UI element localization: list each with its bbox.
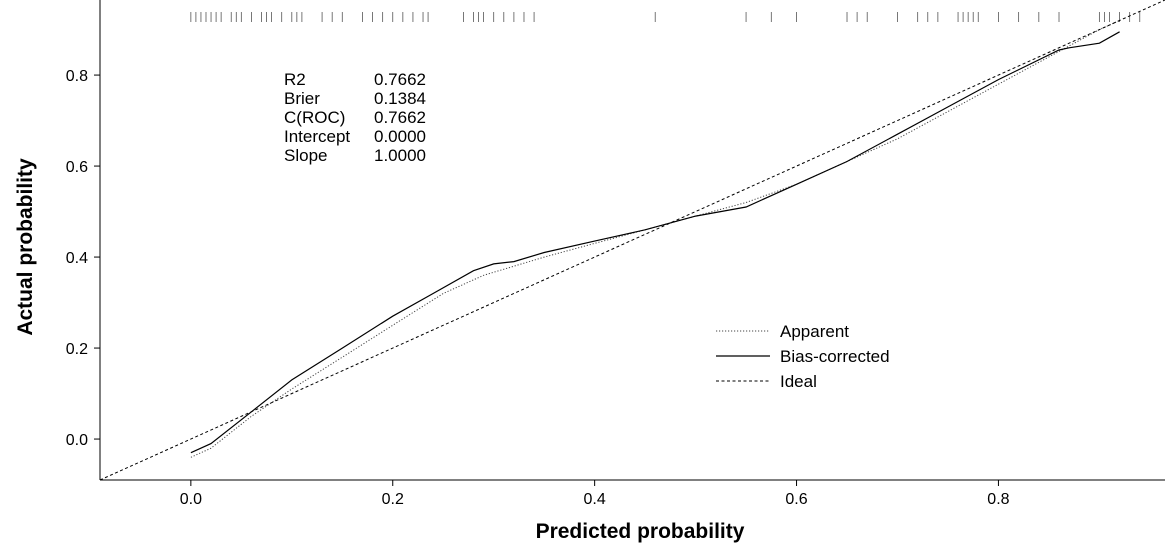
series-line-bias-corrected <box>190 31 1120 454</box>
y-tick-label: 0.4 <box>66 250 88 267</box>
stat-value: 1.0000 <box>374 146 426 165</box>
stat-value: 0.7662 <box>374 108 426 127</box>
rug-marks <box>190 12 1141 22</box>
y-tick-label: 0.6 <box>66 159 88 176</box>
x-tick-label: 0.0 <box>180 491 202 508</box>
x-tick-label: 0.8 <box>987 491 1009 508</box>
stat-name: Intercept <box>284 127 350 146</box>
series-line-apparent <box>190 20 1120 458</box>
series-lines <box>100 0 1165 480</box>
legend-label: Bias-corrected <box>780 347 890 366</box>
x-tick-label: 0.2 <box>382 491 404 508</box>
stat-name: Brier <box>284 89 320 108</box>
x-axis-title: Predicted probability <box>536 520 745 543</box>
x-tick-label: 0.4 <box>584 491 606 508</box>
y-tick-label: 0.2 <box>66 341 88 358</box>
stats-table: R2 0.7662 Brier 0.1384 C(ROC) 0.7662 Intercept… <box>284 70 426 165</box>
stat-name: R2 <box>284 70 306 89</box>
legend-label: Apparent <box>780 322 849 341</box>
legend-label: Ideal <box>780 372 817 391</box>
stat-value: 0.1384 <box>374 89 426 108</box>
x-tick-label: 0.6 <box>785 491 807 508</box>
y-tick-label: 0.8 <box>66 68 88 85</box>
series-line-ideal <box>100 0 1165 480</box>
stat-value: 0.0000 <box>374 127 426 146</box>
stat-name: Slope <box>284 146 327 165</box>
stat-value: 0.7662 <box>374 70 426 89</box>
y-tick-label: 0.0 <box>66 432 88 449</box>
stat-name: C(ROC) <box>284 108 345 127</box>
axes: 0.0 0.2 0.4 0.6 0.8 0.0 0.2 0.4 0.6 0.8 <box>66 0 1165 508</box>
legend: Apparent Bias-corrected Ideal <box>716 322 890 391</box>
y-axis-title: Actual probability <box>14 158 37 336</box>
